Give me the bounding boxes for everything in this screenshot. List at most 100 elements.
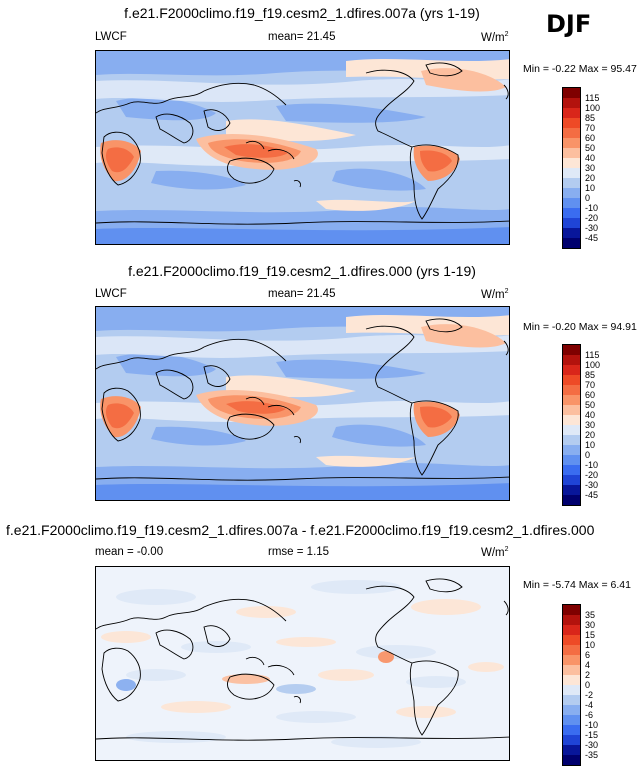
colorbar-swatch <box>563 168 580 178</box>
colorbar-swatch <box>563 675 580 685</box>
colorbar-label: 50 <box>585 143 596 153</box>
panel-3-map <box>95 566 510 761</box>
colorbar-label: 60 <box>585 390 596 400</box>
colorbar-label: 30 <box>585 620 596 630</box>
colorbar-label: -45 <box>585 490 599 500</box>
colorbar-label: -6 <box>585 710 594 720</box>
colorbar-label: 30 <box>585 163 596 173</box>
panel-3-mean: mean = -0.00 <box>95 546 164 558</box>
colorbar-label: -30 <box>585 480 599 490</box>
panel-1-variable: LWCF <box>95 31 127 43</box>
colorbar-label: -2 <box>585 690 594 700</box>
colorbar-swatch <box>563 415 580 425</box>
colorbar-swatch <box>563 198 580 208</box>
panel-1-mean-value: 21.45 <box>306 31 336 43</box>
colorbar-swatch <box>563 465 580 475</box>
colorbar-swatch <box>563 108 580 118</box>
colorbar-swatch <box>563 98 580 108</box>
colorbar-label: 20 <box>585 430 596 440</box>
colorbar-label: 85 <box>585 370 596 380</box>
colorbar-swatch <box>563 485 580 495</box>
colorbar-label: 60 <box>585 133 596 143</box>
colorbar-label: 10 <box>585 183 596 193</box>
colorbar-swatch <box>563 655 580 665</box>
colorbar-label: -20 <box>585 470 599 480</box>
colorbar-label: -15 <box>585 730 599 740</box>
colorbar-swatch <box>563 365 580 375</box>
colorbar-label: 0 <box>585 680 591 690</box>
colorbar-swatch <box>563 158 580 168</box>
colorbar-label: 40 <box>585 410 596 420</box>
colorbar-swatch <box>563 475 580 485</box>
panel-3-minmax: Min = -5.74 Max = 6.41 <box>523 579 631 591</box>
panel-3-mean-value: -0.00 <box>136 546 164 558</box>
panel-2-mean-value: 21.45 <box>306 288 336 300</box>
colorbar-swatch <box>563 685 580 695</box>
colorbar-swatch <box>563 695 580 705</box>
colorbar-swatch <box>563 705 580 715</box>
colorbar-swatch <box>563 495 580 505</box>
colorbar-label: 70 <box>585 380 596 390</box>
colorbar-label: -30 <box>585 223 599 233</box>
panel-1-mean: mean= 21.45 <box>268 31 336 43</box>
colorbar-swatch <box>563 635 580 645</box>
colorbar-swatch <box>563 645 580 655</box>
panel-1-map <box>95 50 510 245</box>
panel-2-minmax: Min = -0.20 Max = 94.91 <box>523 321 637 333</box>
colorbar-swatch <box>563 228 580 238</box>
colorbar-swatch <box>563 128 580 138</box>
colorbar-swatch <box>563 405 580 415</box>
panel-3-units: W/m2 <box>481 546 509 559</box>
colorbar-label: 10 <box>585 640 596 650</box>
colorbar-swatch <box>563 665 580 675</box>
colorbar-label: -10 <box>585 203 599 213</box>
colorbar-swatch <box>563 395 580 405</box>
colorbar-label: 30 <box>585 420 596 430</box>
panel-3-title: f.e21.F2000climo.f19_f19.cesm2_1.dfires.… <box>6 522 595 538</box>
panel-2-map <box>95 306 510 501</box>
colorbar-swatch <box>563 435 580 445</box>
panel-1-minmax: Min = -0.22 Max = 95.47 <box>523 63 637 75</box>
colorbar-swatch <box>563 238 580 248</box>
colorbar-label: 40 <box>585 153 596 163</box>
colorbar-label: 0 <box>585 193 591 203</box>
colorbar-swatch <box>563 605 580 615</box>
colorbar-swatch <box>563 755 580 765</box>
colorbar-swatch <box>563 445 580 455</box>
colorbar-swatch <box>563 375 580 385</box>
colorbar-label: 15 <box>585 630 596 640</box>
colorbar-swatch <box>563 715 580 725</box>
panel-3-rmse: rmse = 1.15 <box>268 546 330 558</box>
panel-2-variable: LWCF <box>95 288 127 300</box>
season-label: DJF <box>546 10 592 38</box>
panel-1-title: f.e21.F2000climo.f19_f19.cesm2_1.dfires.… <box>124 5 480 21</box>
colorbar-swatch <box>563 218 580 228</box>
colorbar-label: -45 <box>585 233 599 243</box>
colorbar-swatch <box>563 425 580 435</box>
colorbar-swatch <box>563 615 580 625</box>
panel-2-colorbar <box>562 344 581 506</box>
colorbar-label: -10 <box>585 460 599 470</box>
panel-3-colorbar <box>562 604 581 766</box>
colorbar-label: 100 <box>585 360 601 370</box>
colorbar-swatch <box>563 208 580 218</box>
colorbar-label: 115 <box>585 93 600 103</box>
colorbar-label: -30 <box>585 740 599 750</box>
colorbar-label: -20 <box>585 213 599 223</box>
colorbar-label: 4 <box>585 660 591 670</box>
colorbar-swatch <box>563 735 580 745</box>
panel-2-units: W/m2 <box>481 288 509 301</box>
colorbar-label: 2 <box>585 670 591 680</box>
panel-3-rmse-value: 1.15 <box>306 546 330 558</box>
colorbar-label: 115 <box>585 350 600 360</box>
colorbar-swatch <box>563 355 580 365</box>
colorbar-label: 10 <box>585 440 596 450</box>
colorbar-label: -10 <box>585 720 599 730</box>
panel-2-title: f.e21.F2000climo.f19_f19.cesm2_1.dfires.… <box>128 263 476 279</box>
colorbar-swatch <box>563 188 580 198</box>
colorbar-swatch <box>563 138 580 148</box>
colorbar-label: 35 <box>585 610 596 620</box>
colorbar-label: -4 <box>585 700 594 710</box>
colorbar-label: 85 <box>585 113 596 123</box>
colorbar-label: 100 <box>585 103 601 113</box>
